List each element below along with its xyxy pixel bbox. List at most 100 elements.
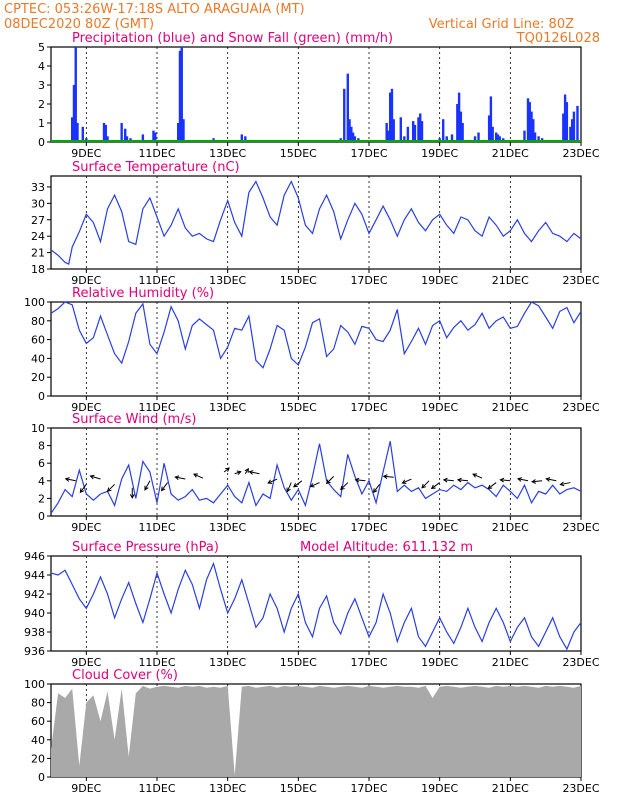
panel-1-precip-bar bbox=[495, 132, 498, 142]
panels-group: Precipitation (blue) and Snow Fall (gree… bbox=[24, 31, 600, 795]
panel-1-precip-bar bbox=[71, 117, 74, 142]
panel-1-precip-bar bbox=[569, 126, 572, 142]
panel-1-ytick-label: 3 bbox=[38, 79, 45, 92]
panel-1-precip-bar bbox=[240, 134, 243, 142]
wind-arrow-shaft bbox=[193, 473, 204, 479]
wind-arrow-shaft bbox=[144, 480, 151, 491]
panel-1-precip-bar bbox=[124, 128, 127, 142]
panel-4-xtick-label: 17DEC bbox=[350, 521, 387, 534]
panel-4-wind-arrow bbox=[223, 467, 230, 473]
panel-4-wind-arrow bbox=[234, 470, 242, 476]
panel-1-precip-bar bbox=[403, 136, 406, 142]
panel-1-precip-bar bbox=[348, 119, 351, 142]
panel-1-precip-bar bbox=[530, 111, 533, 142]
panel-6-xtick-label: 15DEC bbox=[280, 782, 317, 795]
panel-4-wind-arrow bbox=[309, 482, 320, 488]
wind-arrow-shaft bbox=[175, 476, 186, 480]
panel-4-wind-arrow bbox=[340, 482, 349, 491]
panel-6-xtick-label: 11DEC bbox=[138, 782, 175, 795]
wind-arrow-shaft bbox=[472, 473, 483, 479]
panel-1-precip-bar bbox=[477, 132, 480, 142]
panel-4-wind-arrow bbox=[421, 480, 430, 489]
panel-4-wind-arrow bbox=[89, 474, 101, 480]
panel-4-wind-arrow bbox=[174, 475, 186, 480]
wind-arrow-head bbox=[430, 484, 436, 490]
wind-arrow-shaft bbox=[286, 482, 292, 492]
wind-arrow-shaft bbox=[402, 478, 412, 484]
panel-1-precip-bar bbox=[445, 136, 448, 142]
wind-arrow-head bbox=[382, 474, 388, 479]
panel-5-subtitle: Model Altitude: 611.132 m bbox=[300, 540, 473, 555]
wind-arrow-shaft bbox=[487, 482, 497, 489]
wind-arrow-head bbox=[325, 479, 331, 485]
panel-1-precip-bar bbox=[489, 96, 493, 142]
panel-5-xtick-label: 19DEC bbox=[421, 656, 458, 669]
wind-arrow-head bbox=[64, 477, 70, 482]
panel-2-xtick-label: 9DEC bbox=[71, 274, 101, 287]
wind-arrow-head bbox=[401, 479, 407, 484]
panel-1-precip-bar bbox=[350, 126, 353, 142]
panel-4-wind-arrow bbox=[325, 476, 335, 485]
wind-arrow-head bbox=[293, 482, 298, 488]
wind-arrow-shaft bbox=[532, 480, 543, 483]
panel-6-ytick-label: 40 bbox=[31, 734, 45, 747]
panel-2: Surface Temperature (nC) 18 21 24 27 30 33 9DEC… bbox=[31, 160, 600, 287]
panel-1-precip-bar bbox=[461, 123, 464, 142]
panel-5-xtick-label: 11DEC bbox=[138, 656, 175, 669]
panel-5-frame bbox=[50, 555, 582, 652]
panel-4-ytick-label: 8 bbox=[38, 440, 45, 453]
panel-4-xtick-label: 23DEC bbox=[562, 521, 599, 534]
panel-1: Precipitation (blue) and Snow Fall (gree… bbox=[38, 31, 600, 160]
wind-arrow-shaft bbox=[249, 471, 260, 475]
location-header: CPTEC: 053:26W-17:18S ALTO ARAGUAIA (MT) bbox=[4, 2, 305, 17]
wind-arrow-shaft bbox=[431, 482, 440, 489]
wind-arrow-shaft bbox=[355, 479, 366, 482]
panel-3-title: Relative Humidity (%) bbox=[72, 286, 214, 301]
model-code: TQ0126L028 bbox=[516, 31, 600, 46]
panel-4-title: Surface Wind (m/s) bbox=[72, 412, 196, 427]
panel-1-precip-bar bbox=[565, 102, 569, 142]
panel-3-series-line bbox=[50, 301, 582, 369]
panel-2-ytick-label: 33 bbox=[31, 181, 45, 194]
panel-1-precip-bar bbox=[74, 47, 77, 142]
panel-4-xtick-label: 11DEC bbox=[138, 521, 175, 534]
wind-arrow-head bbox=[442, 477, 448, 483]
panel-1-precip-bar bbox=[487, 115, 491, 142]
panel-1-precip-bar bbox=[419, 113, 422, 142]
panel-1-precip-bar bbox=[576, 105, 579, 142]
panel-1-precip-bar bbox=[351, 132, 355, 142]
panel-1-precip-bar bbox=[244, 136, 247, 142]
panel-4-ytick-label: 0 bbox=[38, 510, 45, 523]
panel-5-series-line bbox=[50, 561, 582, 651]
vertical-grid-note: Vertical Grid Line: 80Z bbox=[429, 17, 574, 32]
panel-4-wind-arrow bbox=[430, 482, 440, 490]
panel-1-precip-bar bbox=[141, 134, 145, 142]
panel-1-precip-bar bbox=[389, 92, 392, 142]
panel-3-xtick-label: 23DEC bbox=[562, 401, 599, 414]
panel-3-ytick-label: 100 bbox=[24, 296, 45, 309]
wind-arrow-head bbox=[421, 483, 427, 489]
panel-4-wind-arrow bbox=[372, 484, 381, 494]
panel-1-precip-bar bbox=[570, 119, 574, 142]
panel-1-precip-bar bbox=[180, 47, 183, 142]
panel-1-precip-bar bbox=[399, 117, 402, 142]
panel-2-xtick-label: 19DEC bbox=[421, 274, 458, 287]
panel-1-precip-bar bbox=[392, 119, 395, 142]
wind-arrow-head bbox=[160, 486, 166, 492]
panel-2-xtick-label: 11DEC bbox=[138, 274, 175, 287]
panel-3: Relative Humidity (%) 0 20 40 60 80 100 9DEC 11D… bbox=[24, 286, 600, 414]
wind-arrow-head bbox=[225, 467, 230, 472]
wind-arrow-head bbox=[531, 479, 537, 484]
panel-1-frame bbox=[50, 46, 582, 143]
panel-4-xtick-label: 19DEC bbox=[421, 521, 458, 534]
panel-4-wind-arrow bbox=[129, 487, 135, 499]
panel-4-wind-arrow bbox=[64, 477, 76, 482]
panel-5-xtick-label: 13DEC bbox=[209, 656, 246, 669]
panel-2-title: Surface Temperature (nC) bbox=[72, 160, 240, 175]
panel-3-ytick-label: 60 bbox=[31, 334, 45, 347]
panel-4-wind-arrow bbox=[244, 467, 249, 475]
wind-arrow-head bbox=[545, 477, 551, 482]
panel-1-precip-bar bbox=[390, 88, 394, 142]
panel-1-ytick-label: 1 bbox=[38, 117, 45, 130]
panel-1-precip-bar bbox=[491, 126, 494, 142]
